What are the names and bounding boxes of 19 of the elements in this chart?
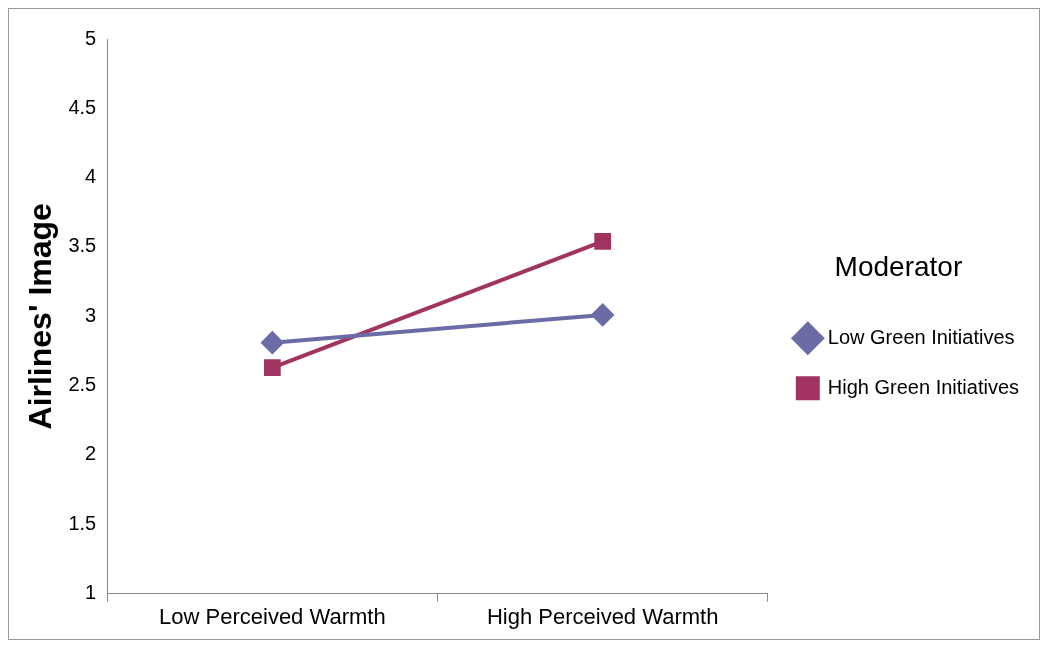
y-tick-label: 5 — [85, 26, 97, 49]
x-tick-label: Low Perceived Warmth — [159, 603, 386, 629]
point — [263, 359, 281, 376]
legend-label: Low Green Initiatives — [827, 325, 1015, 348]
y-tick-label: 2.5 — [68, 373, 97, 396]
y-tick-label: 3 — [85, 303, 97, 326]
y-tick-label: 1 — [85, 581, 97, 604]
y-tick-label: 4 — [85, 165, 97, 188]
point — [591, 303, 614, 326]
y-tick-label: 1.5 — [68, 511, 97, 534]
point — [261, 331, 284, 354]
point — [594, 233, 612, 250]
y-tick-label: 2 — [85, 442, 97, 465]
y-axis-title: Airlines' Image — [22, 203, 59, 430]
y-tick-label: 4.5 — [68, 95, 97, 118]
legend-label: High Green Initiatives — [827, 375, 1019, 398]
y-tick-label: 3.5 — [68, 234, 97, 257]
legend-title: Moderator — [834, 251, 963, 283]
x-tick-label: High Perceived Warmth — [486, 603, 719, 629]
